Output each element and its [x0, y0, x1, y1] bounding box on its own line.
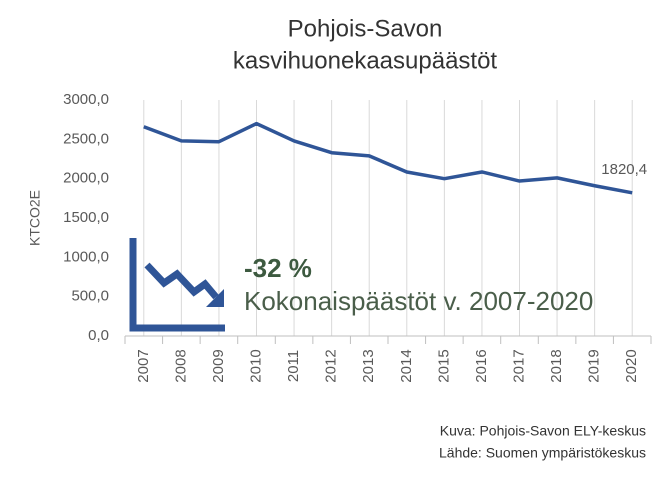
chart-title: Pohjois-Savon	[288, 15, 443, 42]
x-tick-label: 2010	[247, 349, 264, 382]
y-tick-label: 1000,0	[63, 248, 109, 265]
x-tick-label: 2018	[548, 349, 565, 382]
x-tick-label: 2007	[135, 349, 152, 382]
x-tick-label: 2017	[510, 349, 527, 382]
x-tick-label: 2013	[360, 349, 377, 382]
icon-arrowhead	[206, 289, 224, 307]
x-tick-label: 2014	[398, 349, 415, 382]
x-tick-label: 2015	[435, 349, 452, 382]
x-tick-label: 2012	[323, 349, 340, 382]
y-axis-title: KTCO2E	[27, 190, 43, 246]
y-tick-label: 1500,0	[63, 209, 109, 226]
data-line	[143, 121, 633, 195]
y-tick-label: 500,0	[71, 288, 109, 305]
x-tick-label: 2008	[172, 349, 189, 382]
x-tick-label: 2016	[473, 349, 490, 382]
credit: Kuva: Pohjois-Savon ELY-keskus	[440, 423, 646, 439]
credit: Lähde: Suomen ympäristökeskus	[439, 445, 646, 461]
chart-title: kasvihuonekaasupäästöt	[233, 47, 498, 74]
y-tick-label: 0,0	[88, 327, 109, 344]
x-tick-label: 2009	[210, 349, 227, 382]
x-tick-label: 2019	[586, 349, 603, 382]
y-tick-label: 3000,0	[63, 91, 109, 108]
y-tick-label: 2500,0	[63, 130, 109, 147]
annotation-value: -32 %	[244, 253, 312, 283]
icon-arrow	[144, 262, 219, 300]
data-label: 1820,4	[601, 161, 647, 178]
annotation-text: Kokonaispäästöt v. 2007-2020	[244, 286, 593, 316]
x-tick-label: 2020	[623, 349, 640, 382]
y-tick-label: 2000,0	[63, 170, 109, 187]
decrease-icon	[129, 238, 225, 332]
icon-axes	[129, 238, 225, 332]
x-tick-label: 2011	[285, 350, 302, 382]
